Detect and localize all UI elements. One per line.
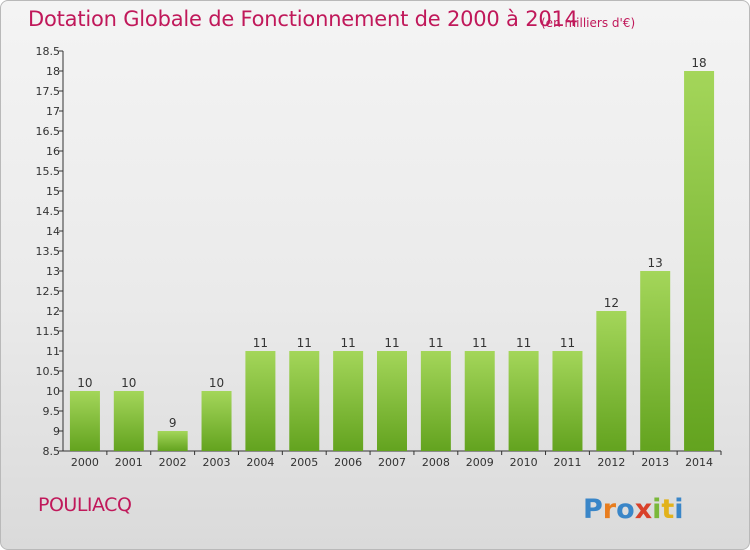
value-label: 11 bbox=[340, 336, 355, 350]
bar-2009 bbox=[464, 351, 495, 451]
y-tick-label: 10.5 bbox=[36, 365, 61, 378]
bar-2014 bbox=[684, 71, 715, 451]
y-tick-label: 15.5 bbox=[36, 165, 61, 178]
x-tick-label: 2001 bbox=[115, 456, 143, 469]
x-tick-label: 2013 bbox=[641, 456, 669, 469]
y-tick-label: 10 bbox=[46, 385, 60, 398]
bar-2004 bbox=[245, 351, 276, 451]
bars bbox=[69, 71, 715, 451]
value-label: 11 bbox=[516, 336, 531, 350]
y-tick-label: 16 bbox=[46, 145, 60, 158]
x-tick-label: 2006 bbox=[334, 456, 362, 469]
chart-subtitle: (en milliers d'€) bbox=[541, 16, 636, 30]
y-tick-label: 8.5 bbox=[43, 445, 61, 458]
y-tick-label: 13 bbox=[46, 265, 60, 278]
y-tick-label: 11 bbox=[46, 345, 60, 358]
y-tick-label: 16.5 bbox=[36, 125, 61, 138]
x-tick-label: 2008 bbox=[422, 456, 450, 469]
value-label: 9 bbox=[169, 416, 177, 430]
y-tick-label: 17 bbox=[46, 105, 60, 118]
y-tick-label: 12 bbox=[46, 305, 60, 318]
value-label: 11 bbox=[384, 336, 399, 350]
value-label: 11 bbox=[560, 336, 575, 350]
x-tick-label: 2004 bbox=[246, 456, 274, 469]
value-label: 11 bbox=[428, 336, 443, 350]
bar-2000 bbox=[69, 391, 100, 451]
proxiti-logo[interactable]: Proxiti bbox=[583, 488, 693, 528]
bar-2010 bbox=[508, 351, 539, 451]
commune-name: POULIACQ bbox=[38, 494, 132, 516]
chart-title: Dotation Globale de Fonctionnement de 20… bbox=[28, 7, 578, 31]
x-tick-label: 2010 bbox=[510, 456, 538, 469]
y-tick-label: 13.5 bbox=[36, 245, 61, 258]
bar-2006 bbox=[333, 351, 364, 451]
y-tick-label: 15 bbox=[46, 185, 60, 198]
svg-text:Proxiti: Proxiti bbox=[583, 494, 684, 525]
value-label: 11 bbox=[253, 336, 268, 350]
y-tick-label: 18 bbox=[46, 65, 60, 78]
value-label: 18 bbox=[691, 56, 706, 70]
y-tick-label: 14 bbox=[46, 225, 60, 238]
bar-2003 bbox=[201, 391, 232, 451]
value-label: 10 bbox=[209, 376, 224, 390]
x-tick-label: 2014 bbox=[685, 456, 713, 469]
y-axis: 8.5 9 9.5 10 10.5 11 11.5 12 12.5 13 13.5 14 14.5 15 1… bbox=[36, 45, 64, 458]
y-tick-label: 9 bbox=[53, 425, 60, 438]
x-tick-label: 2012 bbox=[597, 456, 625, 469]
value-label: 11 bbox=[472, 336, 487, 350]
x-tick-label: 2002 bbox=[159, 456, 187, 469]
x-tick-label: 2007 bbox=[378, 456, 406, 469]
x-tick-label: 2000 bbox=[71, 456, 99, 469]
bar-2005 bbox=[289, 351, 320, 451]
value-label: 12 bbox=[604, 296, 619, 310]
value-label: 10 bbox=[121, 376, 136, 390]
x-tick-label: 2009 bbox=[466, 456, 494, 469]
value-labels: 10 10 9 10 11 11 11 11 11 11 11 11 12 13 18 bbox=[77, 56, 706, 430]
x-axis: 2000 2001 2002 2003 2004 2005 2006 2007 2008 2009… bbox=[63, 450, 722, 469]
y-tick-label: 11.5 bbox=[36, 325, 61, 338]
value-label: 13 bbox=[648, 256, 663, 270]
bar-2002 bbox=[157, 431, 188, 451]
bar-2013 bbox=[640, 271, 671, 451]
y-tick-label: 14.5 bbox=[36, 205, 61, 218]
x-tick-label: 2011 bbox=[553, 456, 581, 469]
y-tick-label: 18.5 bbox=[36, 45, 61, 58]
value-label: 10 bbox=[77, 376, 92, 390]
bar-2011 bbox=[552, 351, 583, 451]
bar-2012 bbox=[596, 311, 627, 451]
y-tick-label: 12.5 bbox=[36, 285, 61, 298]
bar-2007 bbox=[377, 351, 407, 451]
x-tick-label: 2005 bbox=[290, 456, 318, 469]
x-tick-label: 2003 bbox=[203, 456, 231, 469]
y-tick-label: 9.5 bbox=[43, 405, 61, 418]
bar-2008 bbox=[420, 351, 451, 451]
y-tick-label: 17.5 bbox=[36, 85, 61, 98]
bar-2001 bbox=[113, 391, 144, 451]
value-label: 11 bbox=[297, 336, 312, 350]
